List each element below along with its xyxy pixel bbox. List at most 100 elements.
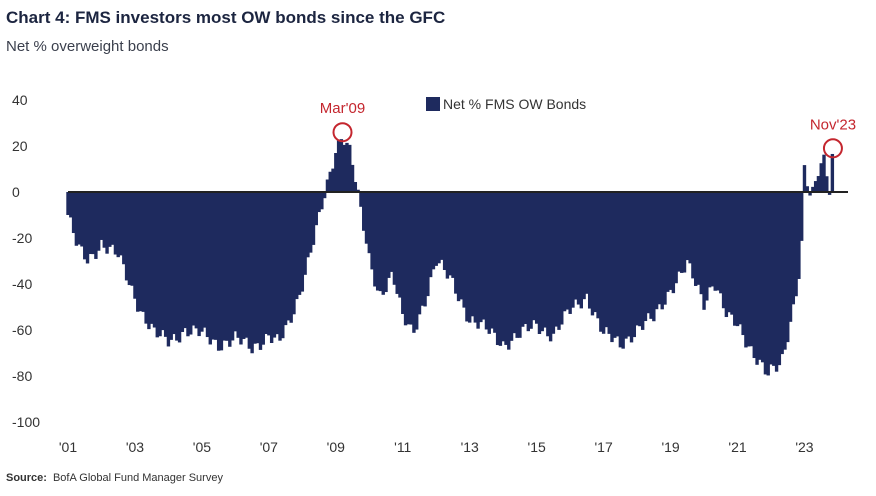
bar: [286, 192, 291, 321]
bar: [83, 192, 87, 260]
bar: [587, 192, 592, 309]
bar: [794, 192, 798, 297]
y-tick-label: -80: [12, 368, 32, 384]
bar: [666, 192, 670, 292]
bar: [735, 192, 740, 327]
bar: [487, 192, 491, 334]
bar: [498, 192, 503, 346]
source-text: BofA Global Fund Manager Survey: [52, 472, 223, 484]
x-tick-label: '03: [126, 439, 144, 455]
bar: [253, 192, 257, 344]
bar: [677, 192, 681, 272]
bar: [85, 192, 90, 264]
bar: [345, 142, 349, 192]
bar: [281, 192, 285, 339]
source-label: Source:: [6, 472, 47, 484]
legend-swatch: [426, 97, 440, 111]
bar: [133, 192, 137, 299]
bar: [442, 192, 447, 270]
bar: [77, 192, 81, 245]
bar: [428, 192, 433, 278]
bar: [657, 192, 662, 305]
annotation-circle: [332, 122, 353, 143]
bar: [755, 192, 759, 365]
y-tick-label: -20: [12, 230, 32, 246]
bar: [504, 192, 508, 345]
bar: [409, 192, 413, 325]
bar: [746, 192, 751, 347]
bar: [197, 192, 201, 337]
bar: [230, 192, 235, 341]
bar: [760, 192, 765, 363]
bar: [398, 192, 402, 298]
bar: [763, 192, 768, 375]
source-note: Source: BofA Global Fund Manager Survey: [6, 472, 223, 484]
bar: [303, 192, 307, 275]
bar: [331, 168, 335, 192]
bar: [456, 192, 461, 302]
bar: [727, 192, 731, 313]
bar-series: [66, 139, 835, 376]
bar: [738, 192, 743, 325]
bar: [534, 192, 539, 324]
bar: [445, 192, 450, 279]
bar: [721, 192, 726, 309]
bar: [579, 192, 583, 309]
bar: [278, 192, 282, 341]
bar: [649, 192, 653, 319]
bar: [786, 192, 790, 343]
bar: [283, 192, 288, 326]
bar: [225, 192, 229, 341]
bar: [705, 192, 709, 301]
bar: [825, 176, 829, 192]
bar: [152, 192, 157, 328]
bar: [116, 192, 120, 258]
bar: [431, 192, 436, 270]
bar: [741, 192, 745, 336]
bar: [311, 192, 316, 245]
bar: [269, 192, 274, 343]
bar: [180, 192, 185, 332]
bar: [693, 192, 698, 286]
legend: Net % FMS OW Bonds: [426, 96, 586, 112]
bar: [275, 192, 279, 335]
bar: [325, 179, 330, 192]
bar: [758, 192, 762, 360]
bar: [652, 192, 656, 322]
bar: [228, 192, 232, 347]
bar: [565, 192, 570, 310]
bar: [688, 192, 692, 264]
bar: [691, 192, 695, 279]
bar: [113, 192, 118, 255]
bar: [465, 192, 469, 322]
bar: [186, 192, 190, 337]
bar: [752, 192, 756, 359]
bar: [448, 192, 452, 276]
bar: [473, 192, 477, 323]
bar: [423, 192, 427, 307]
bar: [674, 192, 678, 284]
bar: [387, 192, 391, 278]
bar: [395, 192, 399, 294]
bar: [300, 192, 305, 292]
bar: [468, 192, 472, 323]
bar: [236, 192, 240, 338]
bar: [585, 192, 589, 294]
bar: [696, 192, 701, 285]
x-tick-label: '07: [260, 439, 278, 455]
bar: [163, 192, 168, 337]
x-axis: '01 '03 '05 '07 '09 '11 '13 '15 '17 '19 '21 '23: [59, 439, 814, 455]
bar: [593, 192, 597, 313]
y-tick-label: -100: [12, 414, 40, 430]
x-tick-label: '09: [327, 439, 345, 455]
bar: [158, 192, 162, 337]
bar: [149, 192, 154, 324]
bar: [417, 192, 422, 315]
bar: [783, 192, 787, 350]
bar: [596, 192, 600, 319]
bar: [403, 192, 408, 326]
bar: [169, 192, 173, 340]
bar: [571, 192, 575, 308]
bar: [685, 192, 690, 261]
bar: [811, 186, 815, 192]
